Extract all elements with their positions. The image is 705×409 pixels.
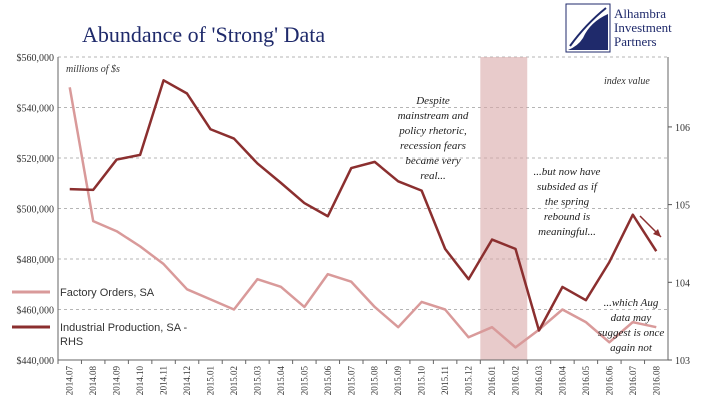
left-axis-ticks: $440,000 $460,000 $480,000 $500,000 $520,000… (17, 53, 55, 367)
x-tick-label: 2014.12 (182, 366, 192, 395)
right-unit-label: index value (604, 76, 650, 87)
x-tick-label: 2015.04 (276, 366, 286, 396)
x-tick-label: 2015.02 (229, 366, 239, 395)
logo-curve-icon (569, 7, 607, 47)
x-tick-label: 2015.06 (323, 366, 333, 396)
x-tick-label: 2015.03 (252, 366, 262, 396)
annotation-line: real... (420, 170, 446, 182)
x-tick-label: 2016.03 (534, 366, 544, 396)
x-tick-label: 2015.05 (299, 366, 309, 396)
left-tick-label: $480,000 (17, 255, 55, 266)
annotation-line: recession fears (400, 140, 466, 152)
annotation-line: ...which Aug (604, 297, 659, 309)
right-tick-label: 106 (675, 123, 690, 134)
right-tick-label: 103 (675, 356, 690, 367)
annotation-line: the spring (545, 196, 590, 208)
legend-label-ip-line2: RHS (60, 336, 83, 348)
x-tick-label: 2016.01 (487, 366, 497, 395)
x-tick-label: 2016.08 (651, 366, 661, 396)
left-tick-label: $500,000 (17, 205, 55, 216)
x-tick-label: 2015.12 (464, 366, 474, 395)
annotation-line: became very (405, 155, 460, 167)
left-tick-label: $460,000 (17, 306, 55, 317)
x-tick-label: 2014.07 (65, 366, 75, 396)
right-tick-label: 104 (675, 278, 690, 289)
annotation-line: meaningful... (538, 226, 596, 238)
x-tick-label: 2014.08 (88, 366, 98, 396)
x-tick-label: 2015.10 (417, 366, 427, 396)
annotation-recession-fears: Despite mainstream and policy rhetoric, rec… (398, 95, 469, 182)
annotation-line: suggest is once (598, 327, 665, 339)
annotation-line: Despite (415, 95, 450, 107)
x-tick-label: 2015.07 (346, 366, 356, 396)
x-tick-label: 2016.05 (581, 366, 591, 396)
left-tick-label: $440,000 (17, 356, 55, 367)
annotation-line: ...but now have (534, 166, 601, 178)
legend-label-factory: Factory Orders, SA (60, 287, 155, 299)
x-tick-label: 2016.06 (604, 366, 614, 396)
chart-title: Abundance of 'Strong' Data (82, 22, 325, 47)
x-tick-label: 2015.11 (440, 366, 450, 395)
logo: Alhambra Investment Partners (565, 3, 672, 53)
logo-line3: Partners (614, 34, 657, 49)
annotation-line: rebound is (544, 211, 590, 223)
x-axis-ticks: 2014.07 2014.08 2014.09 2014.10 2014.11 2014.… (57, 360, 661, 396)
recession-shading (480, 57, 528, 360)
annotation-line: policy rhetoric, (398, 125, 467, 137)
left-unit-label: millions of $s (66, 64, 120, 75)
series-layer (68, 79, 658, 349)
legend: Factory Orders, SA Industrial Production… (12, 287, 188, 348)
annotation-line: subsided as if (537, 181, 599, 193)
logo-line2: Investment (614, 20, 672, 35)
x-tick-label: 2015.08 (370, 366, 380, 396)
left-tick-label: $520,000 (17, 154, 55, 165)
x-tick-label: 2015.09 (393, 366, 403, 396)
series-line-industrial-production (69, 79, 658, 332)
logo-line1: Alhambra (614, 6, 666, 21)
series-line-factory-orders (68, 87, 657, 349)
x-tick-label: 2016.04 (557, 366, 567, 396)
annotation-subsided: ...but now have subsided as if the spring r… (534, 166, 601, 238)
x-tick-label: 2014.09 (112, 366, 122, 396)
annotation-line: data may (611, 312, 652, 324)
logo-swoosh-icon (568, 14, 608, 50)
legend-label-ip-line1: Industrial Production, SA - (60, 322, 188, 334)
left-tick-label: $540,000 (17, 104, 55, 115)
x-tick-label: 2016.02 (511, 366, 521, 395)
right-axis-ticks: 103 104 105 106 (668, 123, 690, 367)
x-tick-label: 2014.11 (159, 366, 169, 395)
x-tick-label: 2014.10 (135, 366, 145, 396)
x-tick-label: 2015.01 (206, 366, 216, 395)
annotation-arrowhead (653, 229, 661, 237)
annotation-aug-data: ...which Aug data may suggest is once again… (598, 297, 665, 354)
annotation-line: again not (610, 342, 653, 354)
x-tick-label: 2016.07 (628, 366, 638, 396)
right-tick-label: 105 (675, 201, 690, 212)
annotation-line: mainstream and (398, 110, 469, 122)
left-tick-label: $560,000 (17, 53, 55, 64)
